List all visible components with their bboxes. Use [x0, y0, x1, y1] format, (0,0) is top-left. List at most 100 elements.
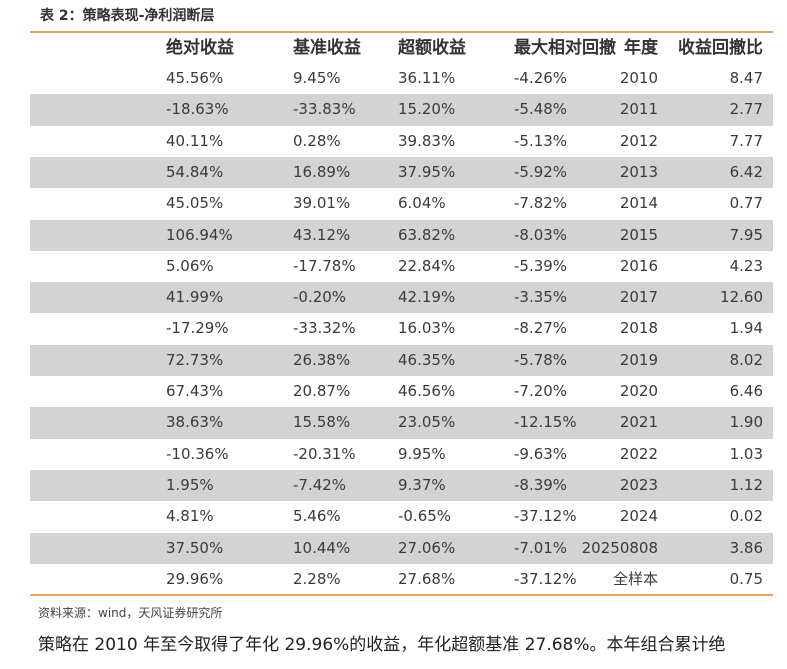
- table-cell: 2021: [619, 413, 658, 432]
- table-cell: -5.92%: [514, 162, 568, 181]
- table-cell: -5.39%: [514, 256, 568, 275]
- table-title: 表 2：策略表现-净利润断层: [40, 8, 215, 24]
- table-cell: 6.42: [729, 162, 763, 181]
- table-cell: 2011: [619, 100, 658, 119]
- table-cell: 2012: [619, 131, 658, 150]
- table-cell: 27.68%: [398, 569, 456, 588]
- header-cell: 最大相对回撤: [514, 38, 616, 58]
- table-cell: -33.83%: [293, 100, 356, 119]
- table-cell: 2024: [619, 507, 658, 526]
- table-cell: 22.84%: [398, 256, 456, 275]
- table-row: 2012 40.11% 0.28% 39.83% -5.13% 7.77: [30, 126, 773, 157]
- table-row: 2013 54.84% 16.89% 37.95% -5.92% 6.42: [30, 156, 773, 189]
- paragraph: 策略在 2010 年至今取得了年化 29.96%的收益，年化超额基准 27.68…: [38, 635, 726, 655]
- table-cell: 27.06%: [398, 538, 456, 557]
- table-row: 全样本 29.96% 2.28% 27.68% -37.12% 0.75: [30, 564, 773, 595]
- table-cell: 45.05%: [166, 194, 224, 213]
- table-cell: -7.01%: [514, 538, 568, 557]
- table-cell: 20.87%: [293, 382, 351, 400]
- table-cell: 12.60: [720, 288, 763, 307]
- source-note: 资料来源：wind，天风证券研究所: [38, 606, 223, 620]
- table-row: 2015 106.94% 43.12% 63.82% -8.03% 7.95: [30, 219, 773, 251]
- table-cell: 2018: [619, 319, 658, 338]
- table-cell: -8.03%: [514, 225, 568, 244]
- table-row: 2017 41.99% -0.20% 42.19% -3.35% 12.60: [30, 282, 773, 314]
- table-cell: -18.63%: [166, 100, 229, 119]
- table-row: 2021 38.63% 15.58% 23.05% -12.15% 1.90: [30, 407, 773, 439]
- table-cell: 40.11%: [166, 131, 224, 150]
- table-cell: 0.75: [729, 569, 763, 588]
- table-cell: 39.83%: [398, 131, 456, 150]
- table-cell: -33.32%: [293, 319, 356, 338]
- table-cell: 37.95%: [398, 162, 456, 181]
- table-cell: 2022: [619, 444, 658, 463]
- table-cell: 39.01%: [293, 194, 351, 213]
- table-cell: 4.81%: [166, 507, 214, 526]
- table-cell: 38.63%: [166, 413, 224, 432]
- table-cell: 46.56%: [398, 382, 456, 400]
- table-cell: 45.56%: [166, 69, 224, 87]
- table-cell: 2.28%: [293, 569, 341, 588]
- table-row: 2016 5.06% -17.78% 22.84% -5.39% 4.23: [30, 251, 773, 282]
- table-cell: 2015: [619, 225, 658, 244]
- header-cell: 绝对收益: [166, 38, 234, 58]
- table-cell: 2013: [619, 162, 658, 181]
- table-cell: -17.78%: [293, 256, 356, 275]
- table-cell: -8.27%: [514, 319, 568, 338]
- table-row: 2018 -17.29% -33.32% 16.03% -8.27% 1.94: [30, 313, 773, 344]
- table-row: 2011 -18.63% -33.83% 15.20% -5.48% 2.77: [30, 94, 773, 126]
- table-row: 2014 45.05% 39.01% 6.04% -7.82% 0.77: [30, 188, 773, 219]
- table-cell: 46.35%: [398, 350, 456, 369]
- table-row: 2019 72.73% 26.38% 46.35% -5.78% 8.02: [30, 344, 773, 376]
- table-cell: 23.05%: [398, 413, 456, 432]
- table-cell: 29.96%: [166, 569, 224, 588]
- table-cell: 4.23: [729, 256, 763, 275]
- table-cell: -5.78%: [514, 350, 568, 369]
- table-cell: 2017: [619, 288, 658, 307]
- table-cell: -20.31%: [293, 444, 356, 463]
- table-cell: 1.03: [729, 444, 763, 463]
- table-cell: -8.39%: [514, 475, 568, 494]
- table-cell: 9.45%: [293, 69, 341, 87]
- table-cell: 15.20%: [398, 100, 456, 119]
- table-cell: 2014: [619, 194, 658, 213]
- table-cell: -0.20%: [293, 288, 347, 307]
- table-cell: -7.82%: [514, 194, 568, 213]
- table-cell: 42.19%: [398, 288, 456, 307]
- header-cell: 超额收益: [398, 38, 466, 58]
- table-cell: -4.26%: [514, 69, 568, 87]
- table-cell: 2019: [619, 350, 658, 369]
- table-cell: -37.12%: [514, 507, 577, 526]
- table-cell: 54.84%: [166, 162, 224, 181]
- table-cell: 2010: [619, 69, 658, 87]
- top-rule: [30, 31, 773, 33]
- table-cell: 63.82%: [398, 225, 456, 244]
- table-cell: 0.02: [729, 507, 763, 526]
- header-cell: 收益回撤比: [678, 38, 763, 58]
- table-cell: 10.44%: [293, 538, 351, 557]
- table-cell: 106.94%: [166, 225, 233, 244]
- table-cell: 37.50%: [166, 538, 224, 557]
- table-cell: -3.35%: [514, 288, 568, 307]
- table-cell: 1.90: [729, 413, 763, 432]
- table-cell: 6.04%: [398, 194, 446, 213]
- table-cell: 0.77: [729, 194, 763, 213]
- table-cell: 0.28%: [293, 131, 341, 150]
- table-cell: 1.95%: [166, 475, 214, 494]
- table-cell: 9.37%: [398, 475, 446, 494]
- table-cell: -5.48%: [514, 100, 568, 119]
- table-cell: 8.47: [729, 69, 763, 87]
- table-cell: 72.73%: [166, 350, 224, 369]
- table-cell: -17.29%: [166, 319, 229, 338]
- table-row: 2024 4.81% 5.46% -0.65% -37.12% 0.02: [30, 501, 773, 532]
- table-cell: 6.46: [729, 382, 763, 400]
- table-cell: 1.94: [729, 319, 763, 338]
- table-cell: 2023: [619, 475, 658, 494]
- table-cell: 67.43%: [166, 382, 224, 400]
- table-cell: 16.89%: [293, 162, 351, 181]
- table-cell: 41.99%: [166, 288, 224, 307]
- table-cell: -9.63%: [514, 444, 568, 463]
- table-row: 2020 67.43% 20.87% 46.56% -7.20% 6.46: [30, 376, 773, 407]
- table-cell: 16.03%: [398, 319, 456, 338]
- table-cell: 2020: [619, 382, 658, 400]
